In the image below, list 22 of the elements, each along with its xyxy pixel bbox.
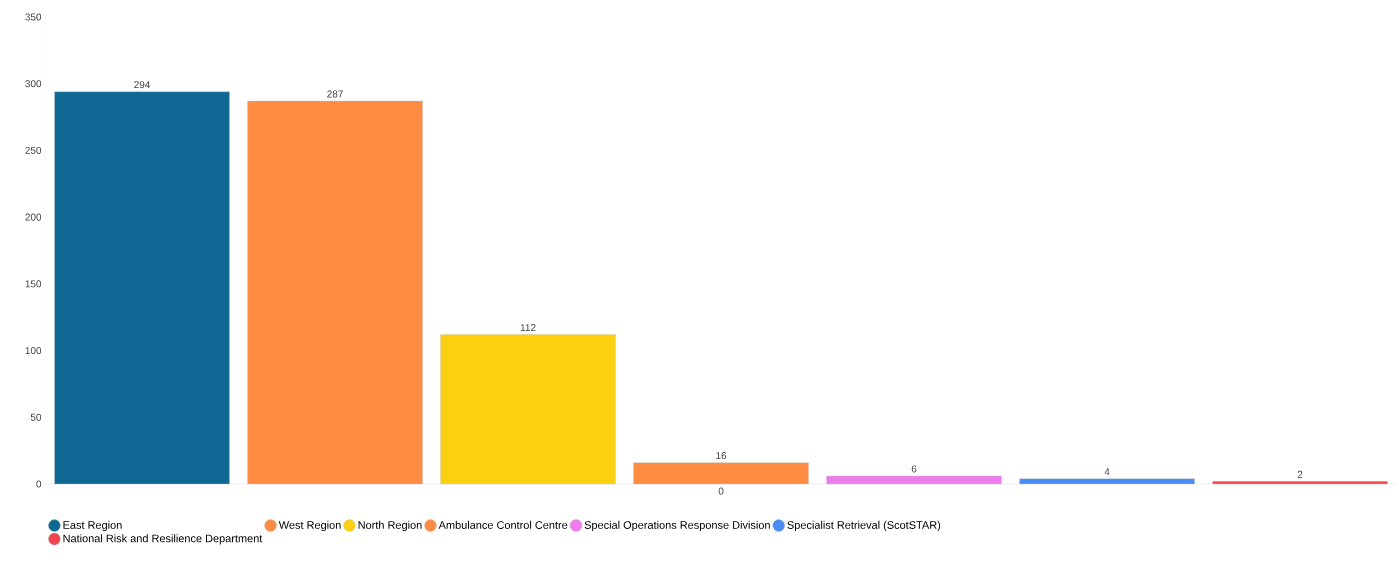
data-label: 2: [1297, 470, 1303, 478]
y-tick-label: 150: [25, 280, 42, 288]
y-tick-label: 350: [25, 13, 42, 21]
legend-label: Ambulance Control Centre: [438, 520, 568, 529]
y-tick-label: 200: [25, 213, 42, 221]
legend-label: Special Operations Response Division: [584, 520, 770, 532]
y-tick-label: 250: [25, 146, 42, 154]
data-label: 294: [134, 81, 151, 89]
legend-label: National Risk and Resilience Department: [63, 534, 263, 545]
data-label: 4: [1104, 468, 1110, 476]
y-tick-label: 0: [36, 480, 42, 488]
y-tick-label: 50: [30, 413, 42, 421]
data-label: 16: [716, 452, 727, 460]
y-tick-label: 300: [25, 80, 42, 88]
legend-label: Specialist Retrieval (ScotSTAR): [787, 520, 941, 532]
legend-label: East Region: [63, 520, 122, 532]
y-tick-label: 100: [25, 347, 42, 355]
data-label: 287: [327, 90, 343, 98]
legend-label: North Region: [358, 520, 422, 532]
data-label: 112: [520, 324, 536, 332]
legend-label: West Region: [278, 520, 341, 532]
data-label: 6: [911, 465, 917, 473]
